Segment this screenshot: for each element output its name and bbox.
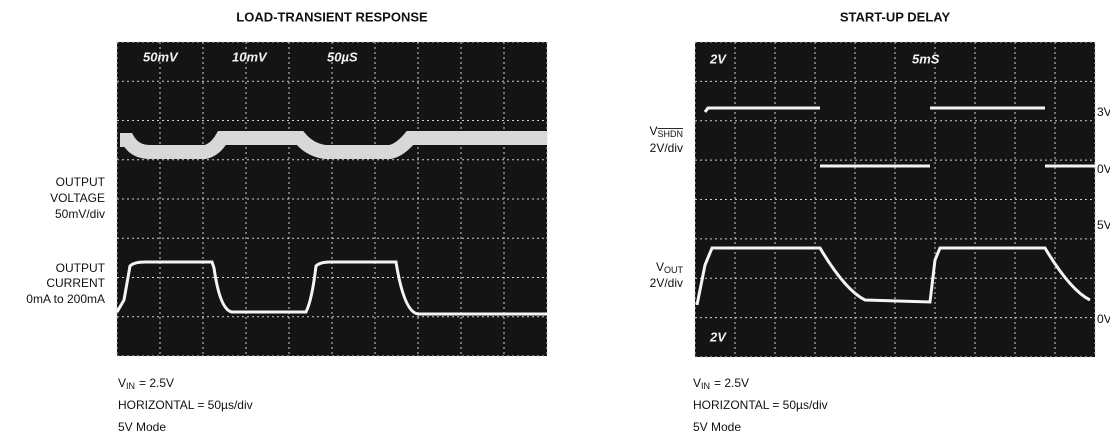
scope-label: 50µS — [327, 49, 358, 64]
level-label: 5V — [1097, 218, 1110, 232]
trace-label: VOUT — [656, 260, 684, 275]
subscript: SHDN — [657, 129, 683, 139]
trace-label: OUTPUT — [56, 261, 106, 275]
subscript: IN — [701, 381, 710, 391]
trace-label: CURRENT — [46, 276, 105, 290]
caption-line: 5V Mode — [693, 420, 741, 434]
level-label: 0V — [1097, 162, 1110, 176]
caption-text: = 2.5V — [714, 376, 749, 390]
scope-label: 10mV — [232, 49, 268, 64]
level-label: 0V — [1097, 312, 1110, 326]
symbol: V — [118, 376, 126, 390]
scope-label: 50mV — [143, 49, 179, 64]
symbol: V — [649, 124, 657, 138]
figure: LOAD-TRANSIENT RESPONSE START-UP DELAY 5… — [0, 0, 1110, 442]
trace-label: OUTPUT — [56, 175, 106, 189]
scope-label: 5mS — [912, 51, 940, 66]
trace-label: VOLTAGE — [50, 191, 105, 205]
symbol: V — [693, 376, 701, 390]
scope-label: 2V — [709, 329, 727, 344]
caption-line: HORIZONTAL = 50µs/div — [693, 398, 828, 412]
panel-title: LOAD-TRANSIENT RESPONSE — [236, 9, 428, 24]
caption-text: = 2.5V — [139, 376, 174, 390]
caption-line: 5V Mode — [118, 420, 166, 434]
trace-label: 2V/div — [650, 141, 683, 155]
trace-label: 0mA to 200mA — [26, 292, 105, 306]
caption-line: VIN = 2.5V — [693, 376, 749, 391]
caption-line: HORIZONTAL = 50µs/div — [118, 398, 253, 412]
subscript: IN — [126, 381, 135, 391]
trace-label: 2V/div — [650, 276, 683, 290]
trace-label: 50mV/div — [55, 207, 105, 221]
subscript: OUT — [664, 265, 684, 275]
level-label: 3V — [1097, 105, 1110, 119]
caption-line: VIN = 2.5V — [118, 376, 174, 391]
page: LOAD-TRANSIENT RESPONSE START-UP DELAY 5… — [0, 0, 1110, 442]
symbol: V — [656, 260, 664, 274]
trace-label: VSHDN — [649, 124, 683, 139]
panel-title: START-UP DELAY — [840, 9, 951, 24]
scope-label: 2V — [709, 51, 727, 66]
